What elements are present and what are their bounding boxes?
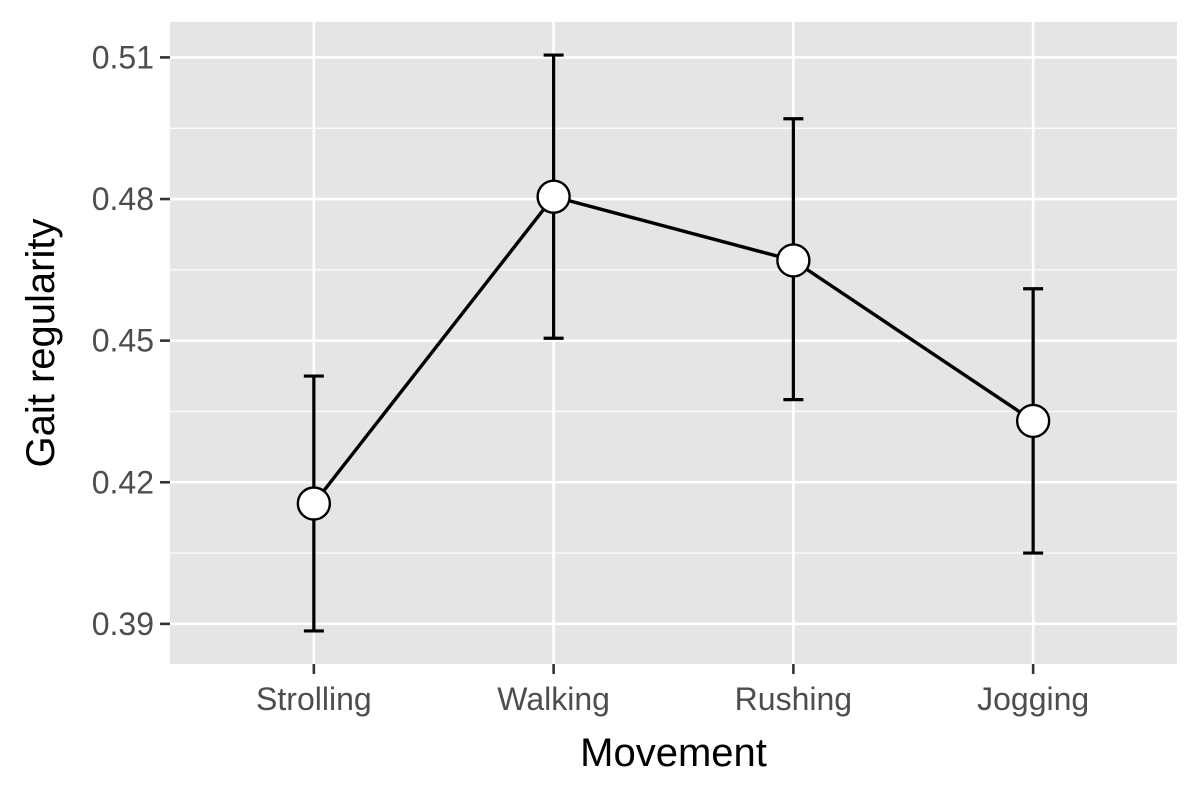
data-point [1015,403,1051,439]
y-tick-label: 0.42 [92,464,154,500]
series-line [312,194,1035,505]
y-tick-label: 0.51 [92,39,154,75]
y-axis-ticks: 0.39 0.42 0.45 0.48 0.51 [92,39,170,642]
series-line-group [312,194,1035,505]
y-tick-label: 0.39 [92,606,154,642]
y-axis-title: Gait regularity [19,219,63,468]
y-tick-label: 0.48 [92,181,154,217]
y-tick-label: 0.45 [92,323,154,359]
data-points [296,179,1051,521]
data-point [296,486,332,521]
plot-panel [170,22,1177,664]
x-tick-label: Walking [497,681,610,717]
data-point [536,179,571,214]
x-tick-label: Strolling [256,681,372,717]
x-axis-title: Movement [580,731,767,775]
x-axis-ticks: Strolling Walking Rushing Jogging [256,664,1089,717]
x-tick-label: Jogging [977,681,1089,717]
data-point [776,243,811,278]
minor-gridlines [170,127,1177,554]
x-tick-label: Rushing [735,681,852,717]
